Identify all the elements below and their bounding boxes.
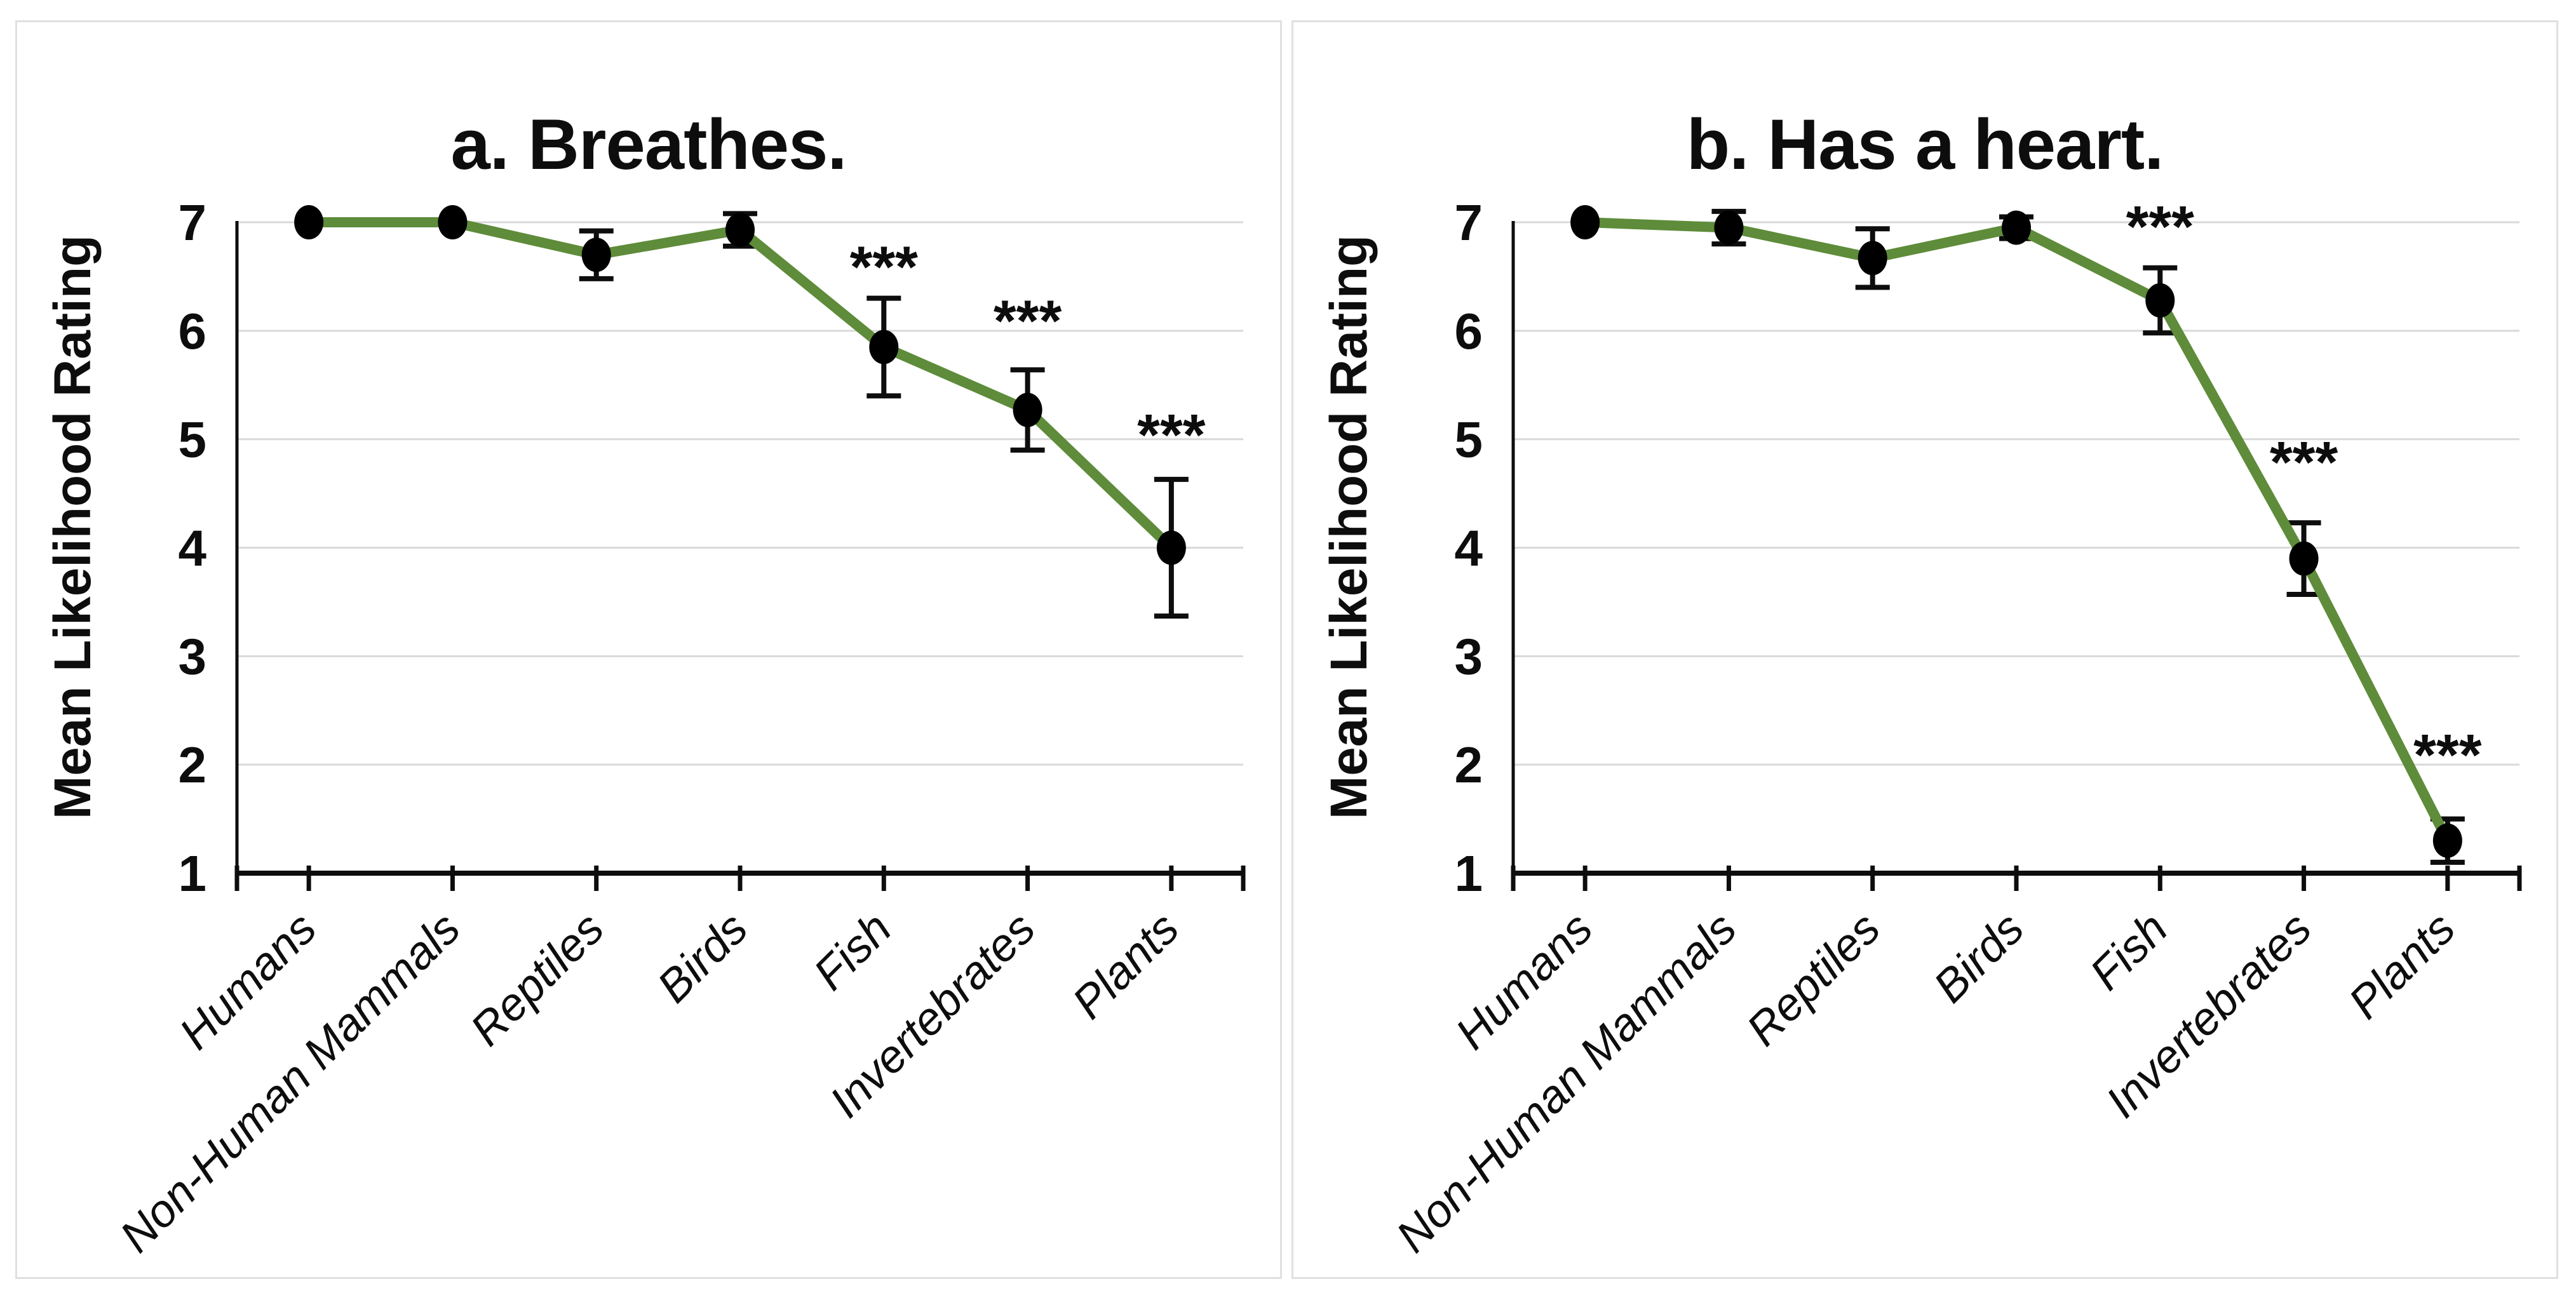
y-tick-label-4: 4 bbox=[179, 520, 207, 577]
y-tick-label-6: 6 bbox=[1455, 303, 1483, 359]
x-category-label-plants: Plants bbox=[1063, 903, 1189, 1029]
x-category-label-fish: Fish bbox=[2080, 903, 2178, 1000]
y-tick-label-6: 6 bbox=[179, 303, 207, 359]
significance-asterisks: *** bbox=[850, 235, 919, 300]
data-point-marker bbox=[1156, 530, 1186, 565]
data-point-marker bbox=[1858, 241, 1887, 276]
y-tick-label-5: 5 bbox=[1455, 412, 1483, 468]
data-point-marker bbox=[2002, 210, 2031, 245]
y-tick-label-3: 3 bbox=[1455, 628, 1483, 685]
y-tick-label-7: 7 bbox=[1455, 194, 1483, 251]
series-line bbox=[304, 217, 1177, 553]
y-tick-label-1: 1 bbox=[179, 845, 207, 902]
panel-has-a-heart: b. Has a heart. Mean Likelihood Rating 1… bbox=[1291, 20, 2558, 1279]
y-tick-label-2: 2 bbox=[179, 737, 207, 793]
data-point-marker bbox=[2432, 823, 2462, 858]
y-tick-label-2: 2 bbox=[1455, 737, 1483, 793]
data-point-marker bbox=[2145, 283, 2175, 318]
significance-asterisks: *** bbox=[2270, 430, 2338, 495]
chart-title-breathes: a. Breathes. bbox=[450, 105, 847, 184]
significance-asterisks: *** bbox=[2413, 723, 2482, 788]
data-point-marker bbox=[581, 238, 611, 272]
y-tick-label-1: 1 bbox=[1455, 845, 1483, 902]
y-tick-label-4: 4 bbox=[1455, 520, 1483, 577]
chart-title-has-a-heart: b. Has a heart. bbox=[1686, 105, 2164, 184]
y-tick-label-5: 5 bbox=[179, 412, 207, 468]
y-tick-label-3: 3 bbox=[179, 628, 207, 685]
significance-asterisks: *** bbox=[994, 289, 1062, 354]
data-point-marker bbox=[2289, 541, 2319, 576]
data-point-marker bbox=[1714, 210, 1744, 245]
significance-asterisks: *** bbox=[2126, 195, 2195, 260]
data-point-marker bbox=[725, 212, 755, 247]
x-category-label-reptiles: Reptiles bbox=[1737, 903, 1891, 1056]
data-point-marker bbox=[438, 205, 468, 239]
data-point-marker bbox=[1013, 392, 1042, 427]
data-point-marker bbox=[294, 205, 324, 239]
data-point-marker bbox=[1570, 205, 1600, 239]
x-category-label-fish: Fish bbox=[804, 903, 901, 1000]
x-category-label-birds: Birds bbox=[648, 903, 758, 1013]
y-tick-label-7: 7 bbox=[179, 194, 207, 251]
x-category-label-plants: Plants bbox=[2339, 903, 2465, 1029]
series-line bbox=[1580, 217, 2453, 846]
data-point-marker bbox=[869, 330, 899, 365]
x-category-label-birds: Birds bbox=[1924, 903, 2034, 1013]
significance-asterisks: *** bbox=[1137, 403, 1206, 468]
x-category-label-reptiles: Reptiles bbox=[461, 903, 614, 1056]
